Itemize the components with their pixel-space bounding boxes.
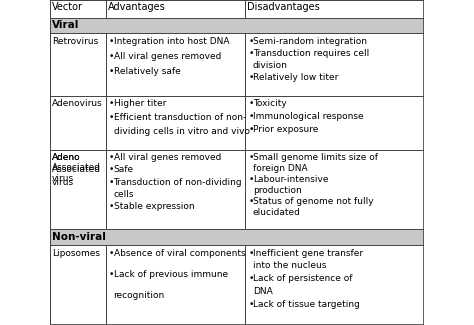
Text: Absence of viral components: Absence of viral components xyxy=(114,249,245,257)
Text: DNA: DNA xyxy=(253,287,273,296)
Text: Status of genome not fully: Status of genome not fully xyxy=(253,197,374,206)
Text: •: • xyxy=(248,300,254,309)
Text: •: • xyxy=(248,49,254,58)
Text: •: • xyxy=(248,274,254,283)
Text: •: • xyxy=(248,112,254,121)
Text: All viral genes removed: All viral genes removed xyxy=(114,52,221,61)
Bar xyxy=(50,229,424,245)
Text: •: • xyxy=(109,99,114,108)
Text: Adeno
Associated
virus: Adeno Associated virus xyxy=(52,153,101,187)
Text: •: • xyxy=(248,175,254,184)
Text: •: • xyxy=(248,249,254,257)
Bar xyxy=(106,96,245,150)
Text: •: • xyxy=(109,67,114,76)
Text: cells: cells xyxy=(114,190,134,199)
Text: foreign DNA: foreign DNA xyxy=(253,164,308,173)
Text: Small genome limits size of: Small genome limits size of xyxy=(253,153,378,162)
Text: recognition: recognition xyxy=(114,291,165,300)
Bar xyxy=(50,150,106,229)
Text: •: • xyxy=(109,177,114,187)
Text: Integration into host DNA: Integration into host DNA xyxy=(114,37,229,46)
Bar xyxy=(106,245,245,325)
Text: Transduction of non-dividing: Transduction of non-dividing xyxy=(114,177,242,187)
Text: •: • xyxy=(109,113,114,122)
Text: •: • xyxy=(109,270,114,279)
Text: Lack of persistence of: Lack of persistence of xyxy=(253,274,353,283)
Text: Safe: Safe xyxy=(114,165,134,174)
Bar xyxy=(50,0,106,18)
Text: •: • xyxy=(248,37,254,46)
Text: Immunological response: Immunological response xyxy=(253,112,364,121)
Bar xyxy=(106,0,245,18)
Text: Semi-random integration: Semi-random integration xyxy=(253,37,367,46)
Text: •: • xyxy=(248,73,254,82)
Text: Adenovirus: Adenovirus xyxy=(52,99,103,108)
Text: •: • xyxy=(109,165,114,174)
Text: Inefficient gene transfer: Inefficient gene transfer xyxy=(253,249,363,257)
Text: Disadvantages: Disadvantages xyxy=(247,2,320,12)
Text: Labour-intensive: Labour-intensive xyxy=(253,175,328,184)
Text: into the nucleus: into the nucleus xyxy=(253,262,326,270)
Text: production: production xyxy=(253,186,301,195)
Bar xyxy=(50,18,424,33)
Text: Advantages: Advantages xyxy=(108,2,166,12)
Text: Lack of previous immune: Lack of previous immune xyxy=(114,270,228,279)
Bar xyxy=(245,33,424,96)
Text: elucidated: elucidated xyxy=(253,208,301,217)
Text: Retrovirus: Retrovirus xyxy=(52,37,99,46)
Bar xyxy=(245,245,424,325)
Bar xyxy=(245,96,424,150)
Text: Non-viral: Non-viral xyxy=(52,232,106,242)
Bar xyxy=(106,33,245,96)
Text: All viral genes removed: All viral genes removed xyxy=(114,153,221,162)
Text: Toxicity: Toxicity xyxy=(253,99,287,108)
Text: Stable expression: Stable expression xyxy=(114,202,194,211)
Text: Vector: Vector xyxy=(52,2,83,12)
Text: •: • xyxy=(109,37,114,46)
Text: division: division xyxy=(253,61,288,70)
Text: •: • xyxy=(248,125,254,134)
Bar xyxy=(50,245,106,325)
Text: Liposomes: Liposomes xyxy=(52,249,100,257)
Text: •: • xyxy=(109,52,114,61)
Text: Relatively low titer: Relatively low titer xyxy=(253,73,338,82)
Text: Lack of tissue targeting: Lack of tissue targeting xyxy=(253,300,360,309)
Bar xyxy=(50,33,106,96)
Text: •: • xyxy=(109,249,114,257)
Text: Transduction requires cell: Transduction requires cell xyxy=(253,49,369,58)
Text: Prior exposure: Prior exposure xyxy=(253,125,319,134)
Text: Higher titer: Higher titer xyxy=(114,99,166,108)
Text: Efficient transduction of non-: Efficient transduction of non- xyxy=(114,113,246,122)
Text: •: • xyxy=(248,197,254,206)
Text: •: • xyxy=(109,153,114,162)
Bar xyxy=(50,96,106,150)
Text: Viral: Viral xyxy=(52,20,80,30)
Bar xyxy=(245,150,424,229)
Text: Relatively safe: Relatively safe xyxy=(114,67,180,76)
Text: •: • xyxy=(248,99,254,108)
Bar xyxy=(106,150,245,229)
Bar xyxy=(245,0,424,18)
Text: Adeno
Associated
virus: Adeno Associated virus xyxy=(52,153,101,183)
Text: dividing cells in vitro and vivo: dividing cells in vitro and vivo xyxy=(114,127,249,136)
Text: •: • xyxy=(248,153,254,162)
Text: •: • xyxy=(109,202,114,211)
